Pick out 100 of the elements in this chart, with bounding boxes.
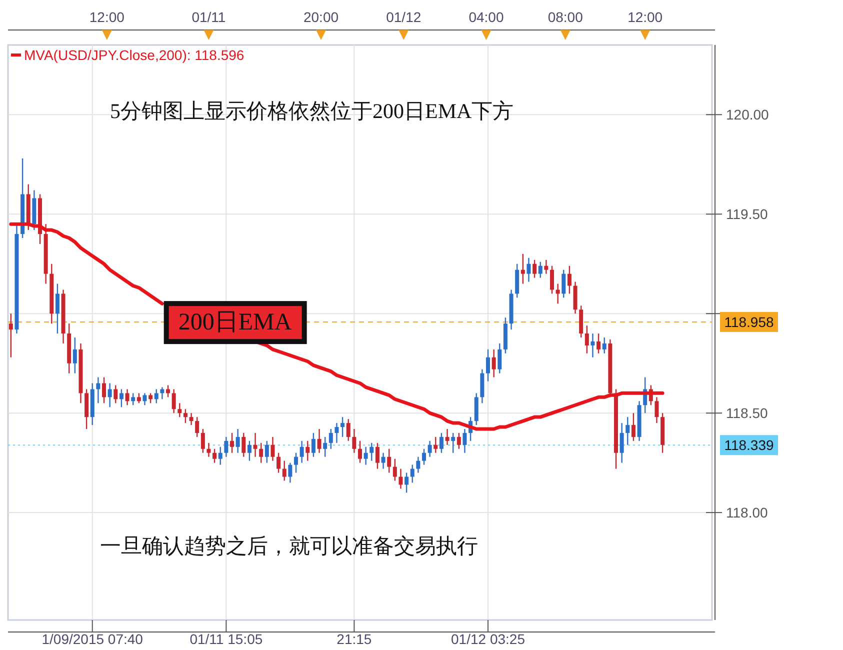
candlestick: [306, 440, 310, 462]
candlestick: [579, 305, 584, 338]
candlestick: [620, 422, 624, 464]
candlestick: [381, 452, 386, 470]
candlestick: [125, 388, 130, 406]
candlestick: [462, 428, 467, 454]
candlestick: [410, 464, 414, 484]
candlestick: [142, 392, 147, 406]
candlestick: [398, 468, 403, 490]
candlestick: [166, 384, 170, 398]
candlestick: [55, 283, 60, 334]
candlestick: [230, 432, 234, 454]
candlestick: [328, 428, 333, 450]
candlestick: [206, 442, 211, 458]
candlestick: [596, 332, 601, 354]
candlestick: [276, 452, 281, 474]
candlestick: [72, 336, 77, 374]
candlestick: [253, 432, 258, 458]
candlestick: [584, 324, 589, 354]
candlestick: [515, 263, 520, 298]
candlestick: [311, 432, 316, 458]
candlestick: [119, 388, 124, 408]
text: 01/11: [192, 9, 226, 25]
candlestick: [422, 448, 426, 466]
candlestick: [172, 388, 176, 414]
candlestick: [404, 472, 409, 494]
candlestick: [358, 440, 362, 464]
candlestick: [439, 432, 444, 454]
candlestick: [300, 440, 304, 464]
candlestick: [573, 281, 578, 314]
candlestick: [532, 259, 537, 278]
candlestick: [84, 388, 89, 430]
candlestick: [567, 265, 572, 294]
candlestick: [370, 442, 374, 462]
candlestick: [178, 402, 182, 418]
candlestick: [445, 428, 450, 446]
text: 12:00: [628, 9, 663, 25]
candlestick: [654, 396, 659, 424]
candlestick: [200, 428, 205, 454]
candlestick: [346, 418, 350, 442]
candlestick: [212, 448, 217, 464]
x-tick-label: 21:15: [336, 631, 372, 647]
annotation: 200日EMA: [178, 310, 292, 336]
candlestick: [114, 384, 118, 404]
y-tick-label: 120.00: [726, 106, 770, 123]
candlestick: [108, 382, 112, 408]
candlestick: [136, 392, 141, 404]
candlestick: [236, 428, 240, 454]
candlestick: [474, 392, 478, 426]
candlestick: [387, 448, 392, 474]
candlestick: [148, 392, 153, 404]
text: 01/12: [386, 9, 422, 25]
candlestick: [218, 446, 222, 466]
y-tick-label: 119.50: [726, 206, 768, 222]
text: 08:00: [548, 9, 584, 25]
x-tick-label: 01/12 03:25: [451, 631, 526, 647]
candlestick: [556, 283, 560, 304]
y-tick-label: 118.50: [726, 405, 768, 422]
candlestick: [334, 422, 339, 444]
ref-line-label: 118.339: [724, 437, 774, 454]
candlestick: [626, 416, 630, 446]
x-tick-label: 01/11 15:05: [190, 631, 263, 647]
candlestick: [590, 332, 595, 358]
candlestick: [96, 376, 100, 404]
candlestick: [259, 442, 264, 464]
candlestick: [416, 456, 420, 474]
candlestick: [183, 408, 188, 424]
ref-line-label: 118.958: [724, 314, 774, 330]
candlestick: [451, 432, 456, 454]
candlestick: [131, 392, 136, 406]
candlestick: [264, 440, 269, 464]
candlestick: [154, 388, 158, 404]
candlestick: [526, 257, 531, 282]
candlestick: [602, 336, 606, 354]
candlestick: [160, 386, 164, 400]
candlestick: [492, 348, 496, 378]
candlestick: [282, 460, 286, 482]
candlestick: [294, 452, 298, 474]
candlestick: [550, 265, 554, 294]
candlestick: [631, 412, 636, 442]
candlestick: [456, 432, 461, 450]
candlestick: [195, 416, 200, 438]
text: 12:00: [89, 9, 125, 25]
y-tick-label: 118.00: [726, 504, 768, 521]
x-tick-label: 1/09/2015 07:40: [42, 631, 144, 647]
candlestick: [189, 412, 194, 426]
candlestick: [562, 269, 566, 298]
candlestick: [392, 458, 397, 482]
candlestick: [538, 261, 542, 278]
candlestick: [498, 342, 502, 374]
candlestick: [375, 442, 380, 470]
candlestick: [480, 368, 484, 404]
candlestick: [428, 440, 432, 458]
candlestick: [364, 446, 368, 466]
candlestick: [247, 440, 252, 462]
candlestick: [102, 376, 106, 404]
candlestick: [340, 416, 345, 438]
candlestick: [270, 436, 275, 462]
annotation: 一旦确认趋势之后，就可以准备交易执行: [100, 534, 478, 558]
candlestick: [288, 462, 292, 484]
